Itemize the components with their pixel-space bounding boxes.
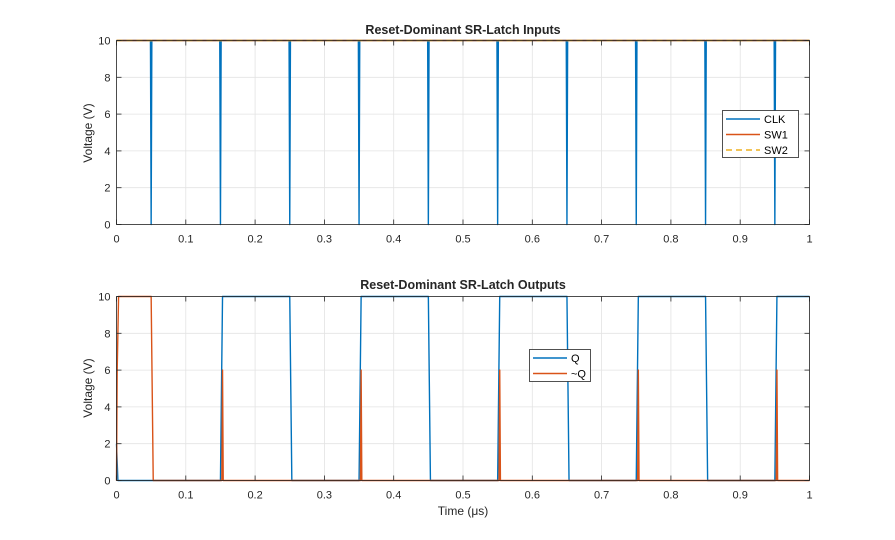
- outputs-ytick-label: 0: [104, 476, 110, 488]
- inputs-xtick-label: 0: [113, 234, 119, 246]
- outputs-xtick-label: 0.4: [386, 490, 401, 502]
- inputs-legend-entry: SW2: [764, 145, 788, 157]
- inputs-legend-entry: SW1: [764, 130, 788, 142]
- inputs-plot-ylabel: Voltage (V): [81, 103, 95, 162]
- outputs-ytick-label: 10: [98, 292, 110, 304]
- inputs-xtick-label: 0.7: [594, 234, 609, 246]
- inputs-ytick-label: 10: [98, 36, 110, 48]
- outputs-legend-box: [529, 349, 591, 382]
- inputs-ytick-label: 8: [104, 72, 110, 84]
- outputs-plot-xlabel: Time (μs): [438, 504, 488, 518]
- inputs-plot: Reset-Dominant SR-Latch Inputs Voltage (…: [81, 23, 813, 246]
- inputs-ytick-label: 2: [104, 183, 110, 195]
- inputs-xtick-label: 0.6: [525, 234, 540, 246]
- inputs-xtick-label: 0.2: [247, 234, 262, 246]
- outputs-ytick-label: 4: [104, 402, 110, 414]
- outputs-xtick-label: 0.7: [594, 490, 609, 502]
- inputs-xtick-label: 0.1: [178, 234, 193, 246]
- inputs-xtick-label: 0.4: [386, 234, 401, 246]
- outputs-xtick-label: 0.6: [525, 490, 540, 502]
- outputs-xtick-label: 0.5: [455, 490, 470, 502]
- inputs-xtick-label: 0.3: [317, 234, 332, 246]
- outputs-xtick-label: 0: [113, 490, 119, 502]
- inputs-xtick-label: 0.9: [733, 234, 748, 246]
- outputs-ytick-label: 2: [104, 439, 110, 451]
- outputs-plot-legend: Q ~Q: [529, 349, 591, 382]
- outputs-plot-title: Reset-Dominant SR-Latch Outputs: [360, 278, 566, 292]
- inputs-xtick-label: 1: [806, 234, 812, 246]
- outputs-ytick-label: 8: [104, 328, 110, 340]
- outputs-xtick-label: 1: [806, 490, 812, 502]
- outputs-ytick-label: 6: [104, 365, 110, 377]
- inputs-plot-title: Reset-Dominant SR-Latch Inputs: [365, 23, 560, 37]
- inputs-xtick-label: 0.5: [455, 234, 470, 246]
- outputs-xtick-label: 0.8: [663, 490, 678, 502]
- outputs-xtick-label: 0.3: [317, 490, 332, 502]
- outputs-xtick-label: 0.9: [733, 490, 748, 502]
- inputs-legend-entry: CLK: [764, 114, 786, 126]
- inputs-ytick-label: 0: [104, 220, 110, 232]
- outputs-legend-entry: ~Q: [571, 369, 586, 381]
- inputs-ytick-label: 6: [104, 109, 110, 121]
- outputs-plot-ylabel: Voltage (V): [81, 358, 95, 417]
- inputs-plot-legend: CLK SW1 SW2: [722, 110, 799, 158]
- inputs-ytick-label: 4: [104, 146, 110, 158]
- outputs-xtick-label: 0.2: [247, 490, 262, 502]
- outputs-xtick-label: 0.1: [178, 490, 193, 502]
- outputs-legend-entry: Q: [571, 353, 580, 365]
- outputs-plot: Reset-Dominant SR-Latch Outputs Voltage …: [81, 278, 813, 518]
- inputs-xtick-label: 0.8: [663, 234, 678, 246]
